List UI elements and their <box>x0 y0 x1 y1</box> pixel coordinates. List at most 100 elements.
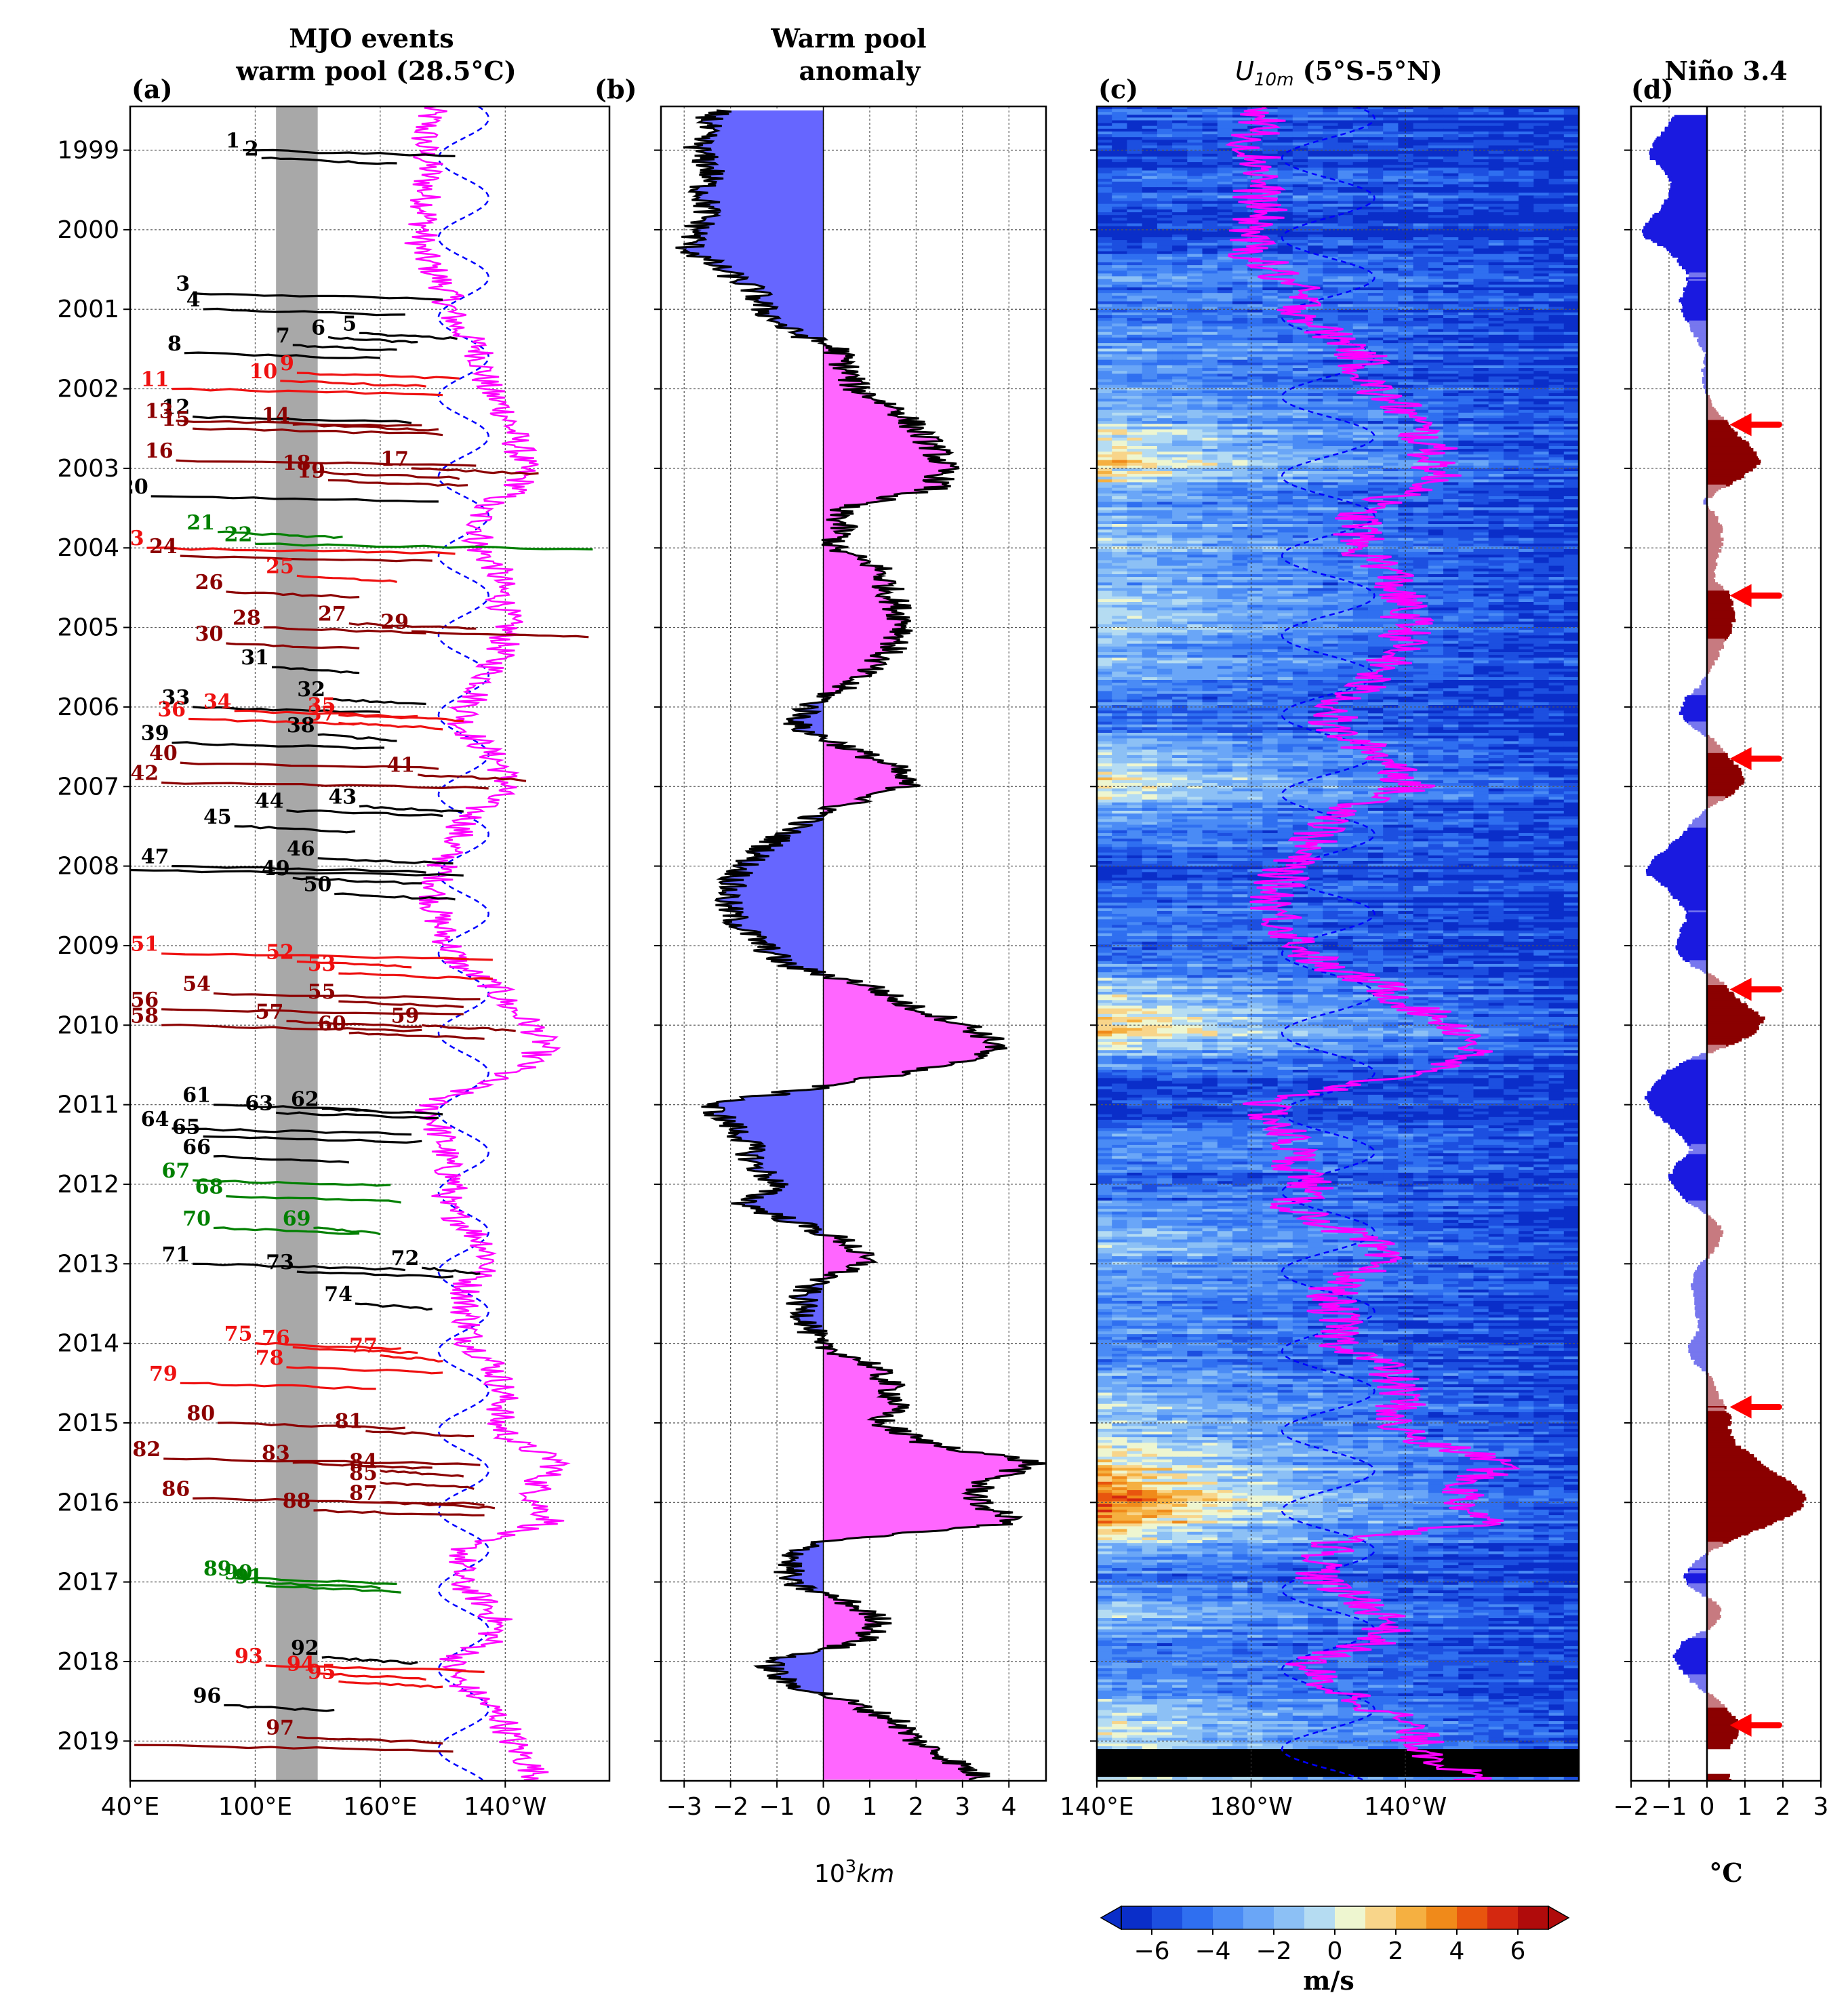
c-heatmap-cell <box>1367 490 1384 494</box>
c-heatmap-cell <box>1548 401 1565 405</box>
c-heatmap-cell <box>1172 309 1188 313</box>
c-heatmap-cell <box>1413 412 1429 416</box>
c-heatmap-cell <box>1428 426 1444 430</box>
c-heatmap-cell <box>1533 226 1550 230</box>
c-heatmap-cell <box>1232 206 1248 210</box>
c-heatmap-cell <box>1458 265 1474 268</box>
c-heatmap-cell <box>1323 404 1339 408</box>
c-heatmap-cell <box>1232 331 1248 336</box>
c-heatmap-cell <box>1277 399 1293 403</box>
c-heatmap-cell <box>1519 379 1535 383</box>
c-heatmap-cell <box>1187 237 1203 241</box>
c-heatmap-cell <box>1473 334 1489 338</box>
c-heatmap-cell <box>1157 153 1173 157</box>
c-heatmap-cell <box>1443 206 1459 210</box>
c-heatmap-cell <box>1142 393 1158 397</box>
c-heatmap-cell <box>1232 296 1248 300</box>
c-heatmap-cell <box>1277 293 1293 297</box>
c-heatmap-cell <box>1488 195 1504 199</box>
c-heatmap-cell <box>1232 165 1248 169</box>
c-heatmap-cell <box>1142 435 1158 439</box>
c-heatmap-cell <box>1563 212 1579 216</box>
c-heatmap-cell <box>1308 245 1324 249</box>
c-heatmap-cell <box>1323 134 1339 138</box>
c-heatmap-cell <box>1187 471 1203 475</box>
c-heatmap-cell <box>1338 449 1354 452</box>
c-heatmap-cell <box>1262 471 1279 475</box>
c-heatmap-cell <box>1112 374 1128 378</box>
c-heatmap-cell <box>1172 396 1188 399</box>
c-heatmap-cell <box>1097 426 1112 430</box>
c-heatmap-cell <box>1367 326 1384 330</box>
c-heatmap-cell <box>1217 429 1233 433</box>
c-heatmap-cell <box>1428 201 1444 205</box>
c-heatmap-cell <box>1503 485 1519 489</box>
c-heatmap-cell <box>1519 117 1535 121</box>
c-heatmap-cell <box>1247 351 1264 355</box>
c-heatmap-cell <box>1519 137 1535 141</box>
c-heatmap-cell <box>1488 502 1504 506</box>
c-heatmap-cell <box>1247 443 1264 447</box>
c-heatmap-cell <box>1323 346 1339 350</box>
c-heatmap-cell <box>1458 203 1474 207</box>
c-heatmap-cell <box>1308 178 1324 182</box>
c-heatmap-cell <box>1458 206 1474 210</box>
c-heatmap-cell <box>1172 343 1188 346</box>
c-heatmap-cell <box>1443 465 1459 469</box>
event-label-83: 83 <box>262 1442 290 1466</box>
event-label-10: 10 <box>249 360 278 384</box>
c-heatmap-cell <box>1097 357 1112 361</box>
c-heatmap-cell <box>1157 251 1173 255</box>
c-heatmap-cell <box>1232 446 1248 449</box>
c-heatmap-cell <box>1473 346 1489 350</box>
c-heatmap-cell <box>1112 421 1128 424</box>
c-heatmap-cell <box>1097 184 1112 188</box>
c-heatmap-cell <box>1443 117 1459 121</box>
c-heatmap-cell <box>1187 415 1203 419</box>
c-heatmap-cell <box>1533 132 1550 135</box>
c-heatmap-cell <box>1548 404 1565 408</box>
c-heatmap-cell <box>1112 145 1128 149</box>
c-heatmap-cell <box>1383 487 1399 491</box>
c-heatmap-cell <box>1428 240 1444 243</box>
c-heatmap-cell <box>1443 123 1459 127</box>
c-heatmap-cell <box>1157 156 1173 160</box>
c-heatmap-cell <box>1367 329 1384 333</box>
c-heatmap-cell <box>1277 454 1293 458</box>
c-heatmap-cell <box>1262 365 1279 369</box>
c-heatmap-cell <box>1172 125 1188 129</box>
c-heatmap-cell <box>1428 312 1444 316</box>
event-track-71 <box>193 1262 406 1272</box>
c-heatmap-cell <box>1217 125 1233 129</box>
c-heatmap-cell <box>1097 443 1112 447</box>
c-heatmap-cell <box>1563 379 1579 383</box>
c-heatmap-cell <box>1262 290 1279 294</box>
c-heatmap-cell <box>1473 309 1489 313</box>
c-heatmap-cell <box>1187 256 1203 260</box>
c-heatmap-cell <box>1323 125 1339 129</box>
c-heatmap-cell <box>1563 259 1579 263</box>
c-heatmap-cell <box>1367 109 1384 113</box>
c-heatmap-cell <box>1262 477 1279 481</box>
c-heatmap-cell <box>1488 440 1504 444</box>
a-xtick-label-3: 140°W <box>464 1793 546 1821</box>
c-heatmap-cell <box>1308 496 1324 500</box>
c-heatmap-cell <box>1142 132 1158 135</box>
c-heatmap-cell <box>1187 354 1203 358</box>
c-heatmap-cell <box>1262 493 1279 497</box>
c-heatmap-cell <box>1398 337 1414 341</box>
c-heatmap-cell <box>1428 362 1444 366</box>
c-heatmap-cell <box>1172 362 1188 366</box>
c-heatmap-cell <box>1519 142 1535 146</box>
c-heatmap-cell <box>1112 440 1128 444</box>
c-heatmap-cell <box>1458 128 1474 132</box>
c-heatmap-cell <box>1503 173 1519 177</box>
c-heatmap-cell <box>1112 170 1128 174</box>
c-heatmap-cell <box>1262 343 1279 346</box>
c-heatmap-cell <box>1142 159 1158 163</box>
c-heatmap-cell <box>1338 184 1354 188</box>
c-heatmap-cell <box>1112 251 1128 255</box>
c-heatmap-cell <box>1503 382 1519 386</box>
c-heatmap-cell <box>1338 284 1354 288</box>
